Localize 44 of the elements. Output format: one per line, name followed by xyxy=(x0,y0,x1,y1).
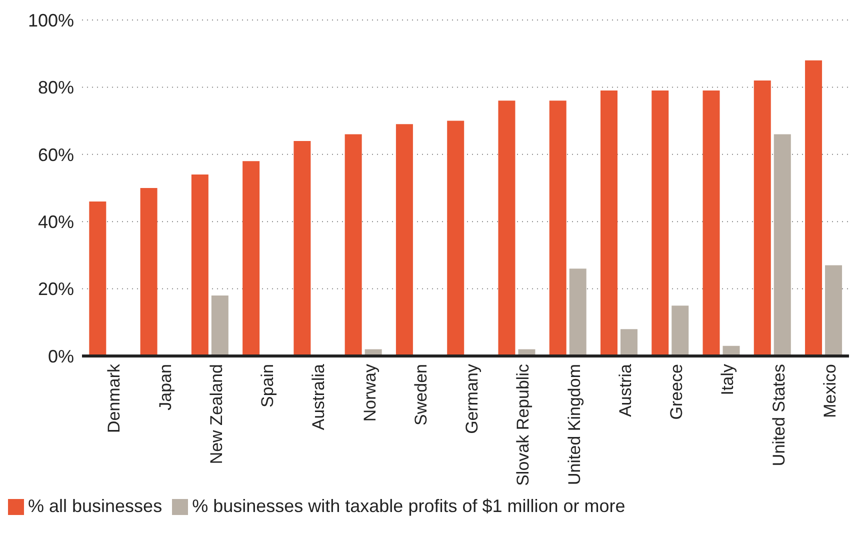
x-tick-label: Mexico xyxy=(820,364,840,418)
y-tick-label: 0% xyxy=(48,346,74,366)
bar xyxy=(774,134,791,356)
bar xyxy=(396,124,413,356)
bar xyxy=(191,174,208,356)
bar xyxy=(702,90,720,356)
bar xyxy=(600,90,618,356)
bar xyxy=(652,90,669,356)
x-tick-label: Norway xyxy=(360,364,380,422)
x-tick-label: Japan xyxy=(156,364,175,410)
bar xyxy=(211,296,228,356)
x-tick-label: Germany xyxy=(462,364,482,434)
y-tick-label: 60% xyxy=(38,144,74,165)
x-tick-label: Australia xyxy=(309,363,328,430)
x-tick-label: United States xyxy=(769,364,788,466)
x-tick-label: Italy xyxy=(718,364,738,396)
bar xyxy=(294,140,311,356)
x-tick-label: Spain xyxy=(258,364,278,408)
legend-label: % all businesses xyxy=(28,496,162,516)
bar xyxy=(89,201,106,356)
bar xyxy=(825,265,842,356)
bar xyxy=(140,188,158,356)
x-tick-label: New Zealand xyxy=(206,364,226,464)
bar xyxy=(242,161,260,356)
bar xyxy=(620,329,638,356)
y-tick-label: 40% xyxy=(38,212,74,232)
bar xyxy=(549,100,566,356)
x-tick-label: Austria xyxy=(616,363,635,417)
x-tick-label: Denmark xyxy=(104,364,124,433)
bar xyxy=(447,120,464,356)
bar xyxy=(498,100,516,356)
y-tick-label: 20% xyxy=(38,279,74,300)
x-tick-label: Slovak Republic xyxy=(514,364,533,486)
bar xyxy=(672,306,689,356)
bar xyxy=(754,80,771,356)
bar xyxy=(805,60,822,356)
y-tick-label: 100% xyxy=(28,10,74,30)
bar xyxy=(569,268,586,356)
y-tick-label: 80% xyxy=(38,78,74,98)
x-tick-label: Greece xyxy=(667,364,686,420)
x-tick-label: Sweden xyxy=(411,364,430,426)
legend-label: % businesses with taxable profits of $1 million or more xyxy=(192,496,626,516)
x-tick-label: United Kingdom xyxy=(564,364,584,485)
bar xyxy=(344,134,362,356)
